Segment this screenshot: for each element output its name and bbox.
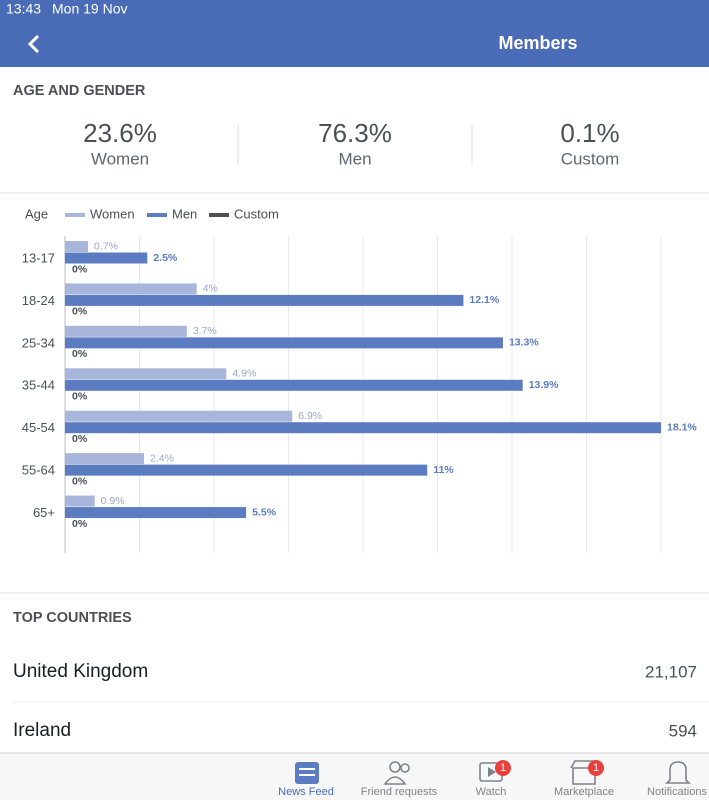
- value-label: 0%: [72, 475, 88, 487]
- y-tick-label: 13-17: [22, 250, 55, 265]
- bar: [65, 453, 145, 465]
- legend-label: Men: [172, 206, 197, 221]
- summary-label: Men: [338, 149, 371, 168]
- bar: [65, 464, 428, 476]
- country-count: 594: [669, 721, 697, 740]
- badge-count: 1: [593, 762, 599, 774]
- bar: [65, 368, 227, 380]
- value-label: 0%: [72, 348, 88, 360]
- value-label: 11%: [433, 464, 454, 476]
- tab-label: Friend requests: [361, 786, 438, 798]
- y-tick-label: 55-64: [22, 463, 55, 478]
- value-label: 5.5%: [252, 506, 277, 518]
- badge: [588, 760, 604, 776]
- value-label: 13.9%: [529, 379, 559, 391]
- country-name: United Kingdom: [13, 661, 148, 682]
- value-label: 13.3%: [509, 337, 539, 349]
- legend-label: Custom: [234, 206, 279, 221]
- y-tick-label: 25-34: [22, 335, 55, 350]
- bar: [65, 283, 197, 295]
- tab-label: Notifications: [647, 786, 707, 798]
- value-label: 4.9%: [232, 368, 256, 380]
- value-label: 12.1%: [469, 294, 499, 306]
- value-label: 0%: [72, 306, 88, 318]
- section-heading: AGE AND GENDER: [13, 83, 146, 99]
- value-label: 0%: [72, 391, 88, 403]
- summary-label: Custom: [561, 149, 620, 168]
- value-label: 18.1%: [667, 421, 697, 433]
- bar: [65, 507, 247, 519]
- value-label: 3.7%: [193, 325, 217, 337]
- section-heading: TOP COUNTRIES: [13, 610, 132, 626]
- value-label: 0%: [72, 518, 88, 530]
- tab-label: Marketplace: [554, 786, 614, 798]
- summary-value: 76.3%: [318, 118, 392, 148]
- y-tick-label: 45-54: [22, 420, 55, 435]
- value-label: 2.5%: [153, 252, 178, 264]
- tab-icon: [383, 776, 407, 785]
- badge-count: 1: [500, 762, 506, 774]
- axis-label: Age: [25, 206, 48, 221]
- tab-icon: [665, 761, 691, 784]
- summary-label: Women: [91, 149, 149, 168]
- status-time: 13:43: [6, 1, 41, 17]
- bar: [65, 241, 89, 252]
- tab[interactable]: Notifications: [647, 761, 707, 798]
- tab[interactable]: Friend requests: [361, 761, 438, 798]
- tab-icon: [400, 763, 410, 773]
- status-date: Mon 19 Nov: [52, 1, 127, 17]
- value-label: 2.4%: [150, 452, 174, 464]
- value-label: 0%: [72, 263, 88, 275]
- badge: [495, 760, 511, 776]
- tab[interactable]: 1 Watch: [476, 760, 511, 798]
- bar: [65, 294, 464, 306]
- summary-value: 0.1%: [560, 118, 619, 148]
- legend-label: Women: [90, 206, 135, 221]
- value-label: 0%: [72, 433, 88, 445]
- tab-icon: [488, 767, 496, 777]
- value-label: 4%: [203, 283, 218, 295]
- header-title: Members: [498, 33, 577, 53]
- country-count: 21,107: [645, 662, 697, 681]
- tab-icon: [389, 761, 401, 773]
- back-button[interactable]: [27, 34, 40, 54]
- bar: [65, 325, 187, 337]
- country-name: Ireland: [13, 720, 71, 741]
- tab-label: Watch: [476, 786, 507, 798]
- bar: [65, 422, 661, 434]
- bar: [65, 379, 523, 391]
- value-label: 0.9%: [101, 495, 125, 507]
- value-label: 6.9%: [298, 410, 322, 422]
- tab[interactable]: 1 Marketplace: [554, 760, 614, 798]
- bar: [65, 495, 95, 507]
- age-chart: Women Men Custom 13-17 0.7% 2.5% 0% 18-24 4% 12.1…: [22, 206, 697, 553]
- y-tick-label: 65+: [33, 505, 55, 520]
- bar: [65, 337, 503, 349]
- y-tick-label: 18-24: [22, 293, 55, 308]
- bar: [65, 410, 293, 422]
- y-tick-label: 35-44: [22, 378, 55, 393]
- bar: [65, 252, 148, 264]
- tab-label: News Feed: [278, 786, 334, 798]
- tab[interactable]: News Feed: [278, 762, 334, 798]
- nav-bar: [0, 0, 709, 67]
- summary-value: 23.6%: [83, 118, 157, 148]
- value-label: 0.7%: [94, 240, 118, 252]
- tab-icon: [295, 762, 319, 784]
